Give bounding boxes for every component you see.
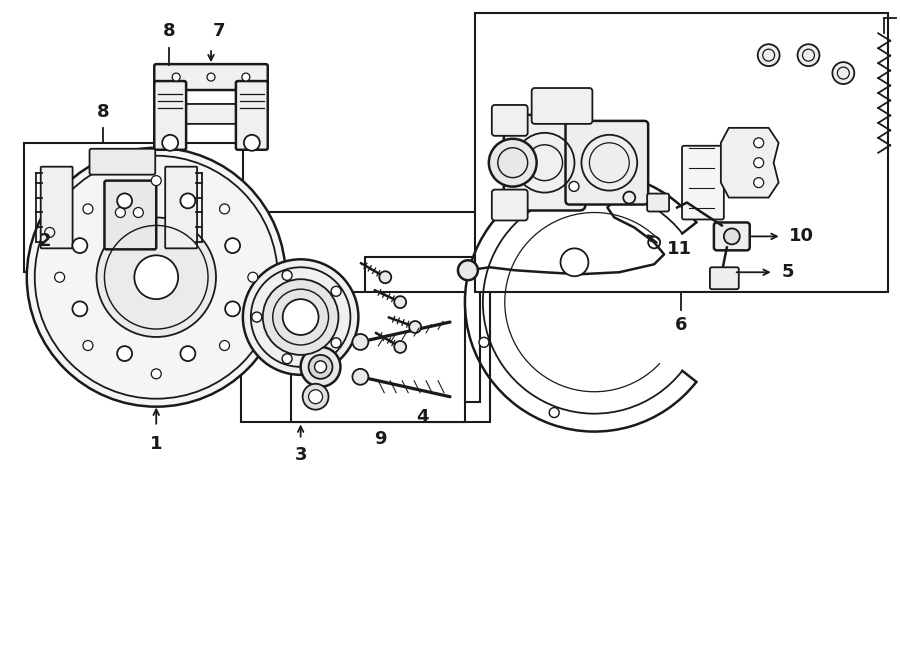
FancyBboxPatch shape [236,81,268,150]
Circle shape [180,193,195,209]
Circle shape [489,139,536,187]
Circle shape [180,346,195,361]
Circle shape [479,338,489,348]
Circle shape [83,204,93,214]
Text: 1: 1 [150,434,163,453]
Bar [23,143,243,272]
FancyBboxPatch shape [89,149,155,175]
Circle shape [724,228,740,244]
Circle shape [225,301,240,316]
Circle shape [220,340,230,350]
Circle shape [758,44,779,66]
Circle shape [133,207,143,218]
Circle shape [282,354,292,363]
Circle shape [410,321,421,333]
Circle shape [353,334,368,350]
Text: 9: 9 [374,430,386,448]
Circle shape [379,271,392,283]
Circle shape [753,138,764,148]
Text: 11: 11 [667,240,692,258]
FancyBboxPatch shape [682,146,724,220]
Circle shape [301,347,340,387]
Text: 6: 6 [675,316,688,334]
FancyBboxPatch shape [104,181,157,250]
Circle shape [309,355,332,379]
Circle shape [302,384,328,410]
Circle shape [96,218,216,337]
Circle shape [549,408,559,418]
Circle shape [117,346,132,361]
FancyBboxPatch shape [710,267,739,289]
Circle shape [353,369,368,385]
Text: 5: 5 [781,263,794,281]
Text: 3: 3 [294,446,307,463]
Circle shape [394,296,406,308]
Circle shape [263,279,338,355]
Text: 10: 10 [788,228,814,246]
Bar [475,13,888,292]
Circle shape [151,369,161,379]
Circle shape [283,299,319,335]
Polygon shape [721,128,778,197]
Circle shape [162,135,178,151]
FancyBboxPatch shape [647,193,669,211]
Circle shape [458,260,478,280]
FancyBboxPatch shape [166,167,197,248]
Circle shape [151,175,161,185]
Circle shape [648,195,658,205]
Circle shape [225,238,240,253]
Circle shape [27,148,285,406]
Circle shape [248,272,257,282]
FancyBboxPatch shape [154,81,186,150]
FancyBboxPatch shape [491,105,527,136]
Circle shape [83,340,93,350]
FancyBboxPatch shape [491,189,527,220]
Text: 4: 4 [416,408,428,426]
FancyBboxPatch shape [154,64,268,90]
Circle shape [40,224,58,242]
Circle shape [172,73,180,81]
FancyBboxPatch shape [565,121,648,205]
Bar [365,258,480,402]
Bar [241,213,490,422]
Circle shape [207,73,215,81]
Circle shape [569,181,579,191]
FancyBboxPatch shape [40,167,73,248]
Circle shape [72,238,87,253]
Circle shape [331,338,341,348]
Circle shape [282,270,292,281]
FancyBboxPatch shape [504,115,585,211]
Circle shape [797,44,819,66]
Circle shape [117,193,132,209]
Circle shape [244,135,260,151]
Circle shape [220,204,230,214]
FancyBboxPatch shape [714,222,750,250]
Circle shape [115,207,125,218]
Circle shape [331,287,341,297]
FancyBboxPatch shape [183,104,238,124]
Circle shape [309,390,322,404]
Circle shape [753,158,764,167]
Circle shape [832,62,854,84]
Circle shape [134,256,178,299]
Bar [291,292,465,422]
Circle shape [252,312,262,322]
Circle shape [55,272,65,282]
Circle shape [394,341,406,353]
Text: 2: 2 [39,232,51,250]
FancyBboxPatch shape [532,88,592,124]
Circle shape [753,177,764,187]
Text: 8: 8 [97,103,110,121]
Circle shape [561,248,589,276]
Text: 7: 7 [212,23,225,40]
Circle shape [72,301,87,316]
Text: 8: 8 [163,23,176,40]
Circle shape [242,73,250,81]
Circle shape [243,260,358,375]
Circle shape [315,361,327,373]
